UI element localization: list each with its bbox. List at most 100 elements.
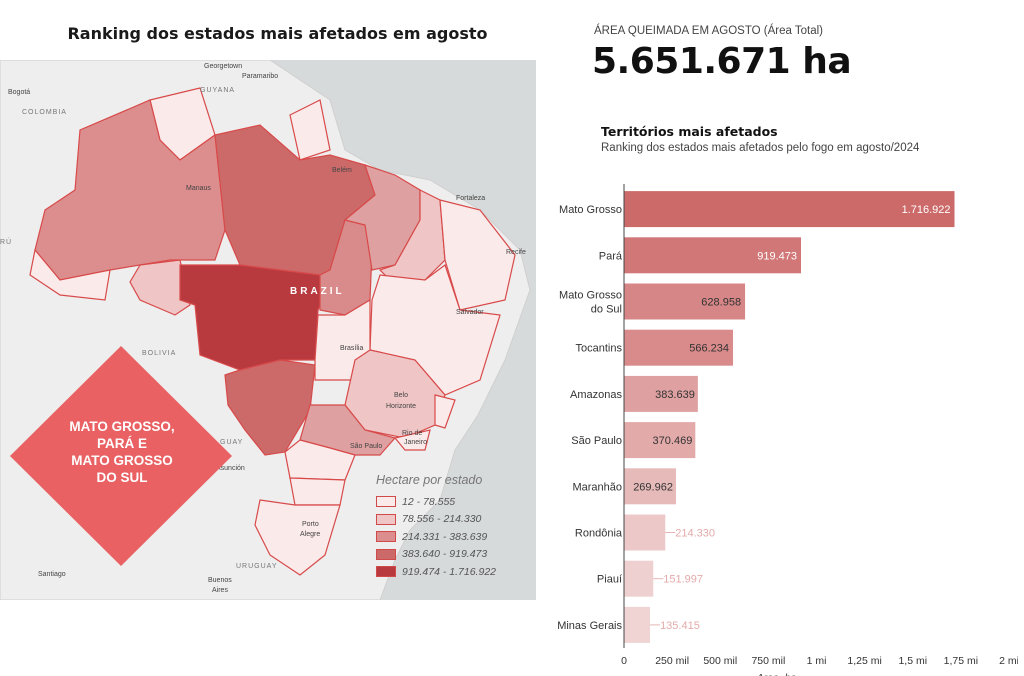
- legend-label: 12 - 78.555: [402, 495, 456, 508]
- label-rio: Rio de: [402, 430, 422, 437]
- category-label: Piauí: [597, 574, 622, 586]
- chart-subtitle: Ranking dos estados mais afetados pelo f…: [601, 142, 920, 154]
- label-bogota: Bogotá: [8, 89, 30, 96]
- bar: [624, 560, 654, 597]
- x-tick-label: 2 mi: [999, 655, 1018, 667]
- state-amapa: [289, 99, 331, 161]
- label-belo: Belo: [394, 392, 408, 399]
- label-buenos: Buenos: [208, 577, 232, 584]
- label-santiago: Santiago: [38, 571, 66, 578]
- legend-item: 12 - 78.555: [376, 493, 516, 511]
- value-label: 370.469: [653, 435, 693, 447]
- state-shapes: [29, 87, 516, 576]
- x-tick-label: 1 mi: [807, 655, 827, 667]
- state-santa-catarina: [289, 477, 346, 506]
- legend-item: 919.474 - 1.716.922: [376, 563, 516, 581]
- legend-label: 78.556 - 214.330: [402, 513, 482, 526]
- legend-swatch: [376, 531, 396, 543]
- state-northeast-coast: [439, 199, 516, 311]
- state-amazonas: [34, 99, 226, 281]
- label-sao-paulo: São Paulo: [350, 443, 382, 450]
- bar-chart: Mato Grosso 1.716.922 Pará 919.473 Mato Gros…: [557, 184, 1018, 676]
- callout-diamond: [10, 346, 232, 566]
- kpi-value: 5.651.671 ha: [592, 41, 852, 82]
- category-label: Maranhão: [572, 481, 622, 493]
- label-horizonte: Horizonte: [386, 403, 416, 410]
- map-title: Ranking dos estados mais afetados em ago…: [67, 24, 488, 43]
- legend-swatch: [376, 496, 396, 508]
- label-brasilia: Brasília: [340, 345, 363, 352]
- bar: [624, 329, 734, 366]
- category-label: do Sul: [591, 304, 622, 316]
- category-label: Pará: [599, 250, 623, 262]
- category-label: Tocantins: [576, 343, 623, 355]
- map-legend: Hectare por estado 12 - 78.555 78.556 - …: [376, 473, 516, 581]
- label-aires: Aires: [212, 587, 228, 594]
- x-tick-label: 1,25 mi: [847, 655, 881, 667]
- category-label: Mato Grosso: [559, 204, 622, 216]
- x-axis-label: Area_ha: [756, 672, 797, 676]
- category-label: Amazonas: [570, 389, 622, 401]
- label-paramaribo: Paramaribo: [242, 73, 278, 80]
- bar: [624, 468, 676, 505]
- category-label: Mato Grosso: [559, 290, 622, 302]
- label-bolivia: BOLIVIA: [142, 350, 176, 357]
- label-fortaleza: Fortaleza: [456, 195, 485, 202]
- legend-item: 383.640 - 919.473: [376, 546, 516, 564]
- value-label: 919.473: [757, 250, 797, 262]
- state-rio-grande-do-sul: [254, 499, 341, 576]
- bar: [624, 514, 666, 551]
- state-mato-grosso-do-sul: [224, 359, 316, 456]
- value-label: 1.716.922: [902, 204, 951, 216]
- x-tick-label: 1,5 mi: [898, 655, 927, 667]
- bar: [624, 237, 801, 274]
- label-alegre: Alegre: [300, 531, 320, 538]
- value-label: 628.958: [701, 297, 741, 309]
- legend-item: 78.556 - 214.330: [376, 511, 516, 529]
- category-label: Minas Gerais: [557, 620, 622, 632]
- label-georgetown: Georgetown: [204, 63, 242, 70]
- legend-swatch: [376, 513, 396, 525]
- label-salvador: Salvador: [456, 309, 484, 316]
- label-brazil: BRAZIL: [290, 286, 345, 297]
- value-label: 214.330: [675, 528, 715, 540]
- x-tick-label: 1,75 mi: [944, 655, 978, 667]
- legend-label: 214.331 - 383.639: [402, 530, 488, 543]
- legend-label: 919.474 - 1.716.922: [402, 565, 496, 578]
- legend-title: Hectare por estado: [376, 473, 483, 487]
- x-tick-label: 750 mil: [751, 655, 785, 667]
- state-acre: [29, 248, 111, 301]
- label-belem: Belém: [332, 167, 352, 174]
- state-bahia: [369, 264, 501, 396]
- label-recife: Recife: [506, 249, 526, 256]
- kpi-label: ÁREA QUEIMADA EM AGOSTO (Área Total): [594, 25, 824, 37]
- bar: [624, 283, 746, 320]
- value-label: 383.639: [655, 389, 695, 401]
- category-label: São Paulo: [571, 435, 622, 447]
- state-maranhao: [343, 164, 421, 271]
- label-porto: Porto: [302, 521, 319, 528]
- label-paraguay: GUAY: [220, 439, 243, 446]
- legend-swatch: [376, 548, 396, 560]
- x-tick-label: 0: [621, 655, 627, 667]
- label-uruguay: URUGUAY: [236, 563, 277, 570]
- bar: [624, 606, 651, 643]
- label-colombia: COLOMBIA: [22, 109, 67, 116]
- label-manaus: Manaus: [186, 185, 211, 192]
- label-peru-fragment: RÚ: [0, 237, 12, 246]
- x-tick-label: 250 mil: [655, 655, 689, 667]
- value-label: 566.234: [689, 343, 729, 355]
- legend-swatch: [376, 566, 396, 578]
- legend-label: 383.640 - 919.473: [402, 548, 488, 561]
- state-rondonia: [129, 259, 191, 316]
- category-label: Rondônia: [575, 528, 623, 540]
- legend-item: 214.331 - 383.639: [376, 528, 516, 546]
- bar: [624, 191, 955, 228]
- state-mato-grosso: [179, 264, 331, 371]
- chart-title: Territórios mais afetados: [601, 124, 778, 139]
- value-label: 269.962: [633, 481, 673, 493]
- map-canvas: Georgetown Paramaribo GUYANA Bogotá COLO…: [0, 60, 536, 600]
- bar: [624, 375, 698, 412]
- callout-text: MATO GROSSO, PARÁ E MATO GROSSO DO SUL: [69, 419, 175, 485]
- brazil-map: Georgetown Paramaribo GUYANA Bogotá COLO…: [0, 60, 536, 600]
